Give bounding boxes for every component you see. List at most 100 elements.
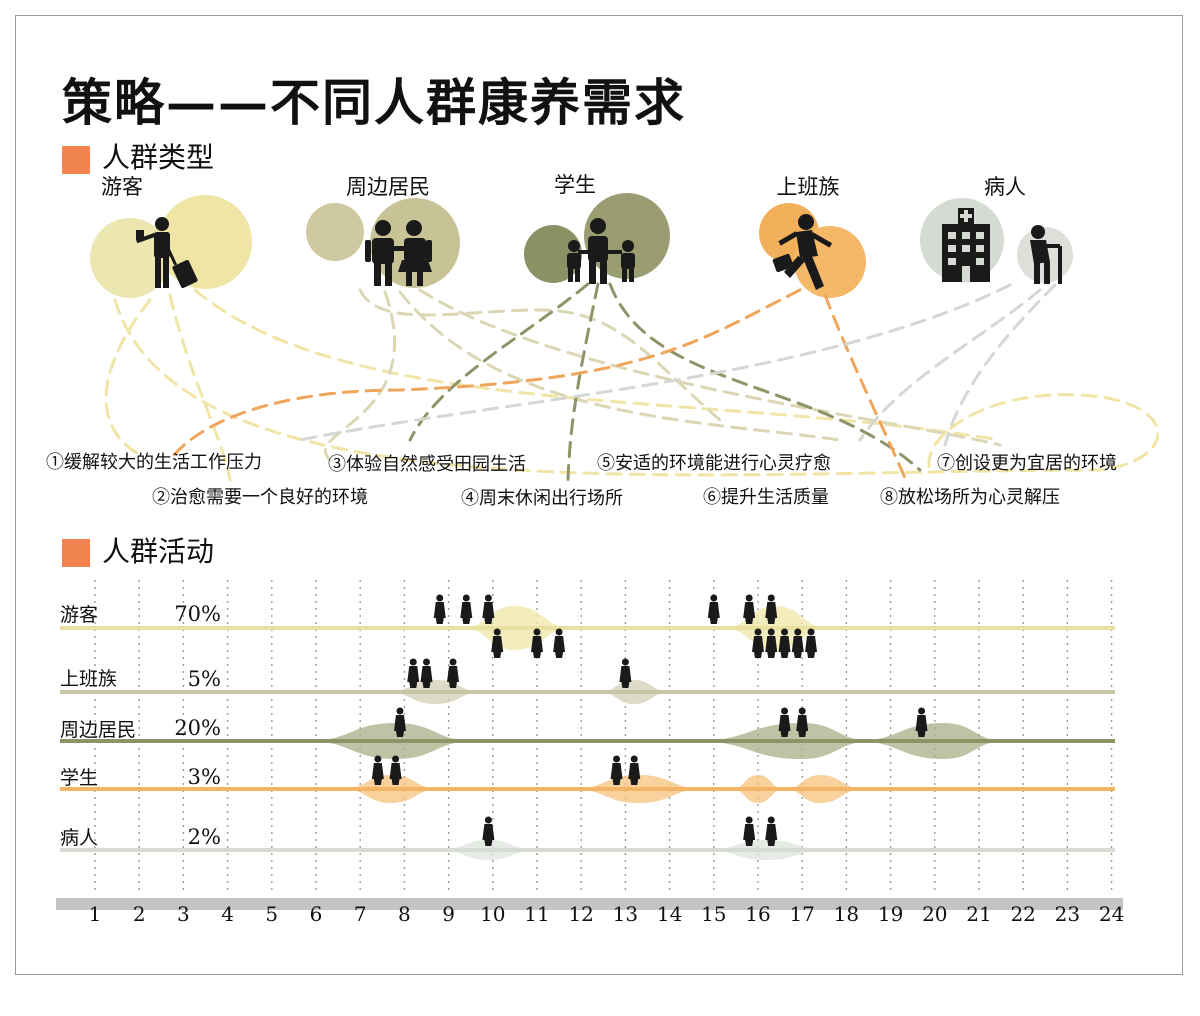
person-silhouette-icon — [805, 628, 818, 658]
link-patients-need7 — [943, 283, 1057, 447]
hour-label-1: 1 — [88, 902, 102, 926]
group-label-workers: 上班族 — [776, 175, 840, 199]
group-label-students: 学生 — [554, 173, 596, 197]
hour-label-9: 9 — [442, 902, 455, 926]
person-silhouette-icon — [743, 816, 756, 846]
outer-frame — [15, 15, 1183, 975]
hour-label-6: 6 — [309, 902, 323, 926]
hour-label-24: 24 — [1098, 902, 1125, 926]
need-8: ⑧放松场所为心灵解压 — [880, 487, 1060, 508]
link-residents-need3 — [323, 290, 396, 462]
row-pct-workers: 5% — [187, 667, 221, 691]
person-silhouette-icon — [393, 707, 406, 737]
row-name-tourist: 游客 — [60, 604, 99, 626]
hour-axis-bar — [56, 898, 1123, 910]
hour-label-22: 22 — [1010, 902, 1036, 926]
hour-label-4: 4 — [221, 902, 234, 926]
group-label-tourist: 游客 — [101, 175, 143, 199]
person-silhouette-icon — [371, 755, 384, 785]
person-silhouette-icon — [796, 707, 809, 737]
link-residents-need6 — [358, 288, 722, 422]
need-1: ①缓解较大的生活工作压力 — [46, 452, 262, 473]
row-name-patients: 病人 — [60, 827, 99, 849]
section-marker-types — [62, 146, 90, 174]
link-students-need4 — [566, 282, 600, 482]
row-name-students: 学生 — [60, 767, 99, 789]
person-silhouette-icon — [389, 755, 402, 785]
person-silhouette-icon — [407, 658, 420, 688]
link-residents-need5 — [398, 290, 842, 442]
hour-label-13: 13 — [612, 902, 639, 926]
group-label-residents: 周边居民 — [346, 175, 430, 199]
person-silhouette-icon — [778, 628, 791, 658]
tourist-with-luggage-icon — [135, 217, 198, 289]
row-name-workers: 上班族 — [60, 668, 118, 690]
link-patients-need2 — [298, 283, 1012, 442]
person-silhouette-icon — [778, 707, 791, 737]
hour-label-16: 16 — [745, 902, 771, 926]
person-silhouette-icon — [765, 628, 778, 658]
person-silhouette-icon — [619, 658, 632, 688]
person-silhouette-icon — [531, 628, 543, 658]
person-silhouette-icon — [460, 594, 473, 624]
need-3: ③体验自然感受田园生活 — [328, 454, 526, 475]
hour-label-7: 7 — [353, 902, 367, 926]
need-6: ⑥提升生活质量 — [703, 487, 829, 508]
needs-link-diagram — [90, 193, 1159, 482]
row-pct-residents: 20% — [174, 716, 221, 740]
hour-label-23: 23 — [1054, 902, 1081, 926]
hour-label-5: 5 — [265, 902, 279, 926]
group-label-patients: 病人 — [984, 175, 1026, 199]
page-title: 策略——不同人群康养需求 — [62, 73, 686, 132]
hour-label-17: 17 — [789, 902, 815, 926]
person-silhouette-icon — [915, 707, 928, 737]
hour-label-14: 14 — [656, 902, 683, 926]
link-workers-need8 — [823, 293, 907, 480]
person-silhouette-icon — [765, 816, 778, 846]
link-tourist-need2 — [168, 293, 232, 482]
link-tourist-need1 — [104, 298, 152, 457]
section-title-activity: 人群活动 — [102, 535, 215, 568]
need-4: ④周末休闲出行场所 — [461, 488, 623, 509]
person-silhouette-icon — [752, 628, 764, 658]
person-silhouette-icon — [610, 755, 623, 785]
running-with-briefcase-icon — [772, 214, 833, 290]
person-silhouette-icon — [628, 755, 641, 785]
need-7: ⑦创设更为宜居的环境 — [937, 453, 1117, 474]
link-residents-need7 — [418, 288, 1002, 447]
couple-icon — [365, 220, 432, 286]
link-tourist-need8 — [113, 298, 1159, 477]
hour-label-19: 19 — [877, 902, 904, 926]
residents-circle-a — [306, 203, 364, 261]
hour-label-15: 15 — [701, 902, 727, 926]
person-silhouette-icon — [707, 594, 720, 624]
person-silhouette-icon — [553, 628, 566, 658]
need-5: ⑤安适的环境能进行心灵疗愈 — [597, 453, 831, 474]
person-silhouette-icon — [420, 658, 433, 688]
person-silhouette-icon — [491, 628, 504, 658]
hour-label-20: 20 — [922, 902, 948, 926]
need-2: ②治愈需要一个良好的环境 — [152, 487, 368, 508]
section-title-types: 人群类型 — [102, 141, 215, 174]
link-workers-need1 — [168, 288, 802, 462]
person-silhouette-icon — [743, 594, 756, 624]
person-silhouette-icon — [447, 658, 460, 688]
students-circle-a — [524, 225, 582, 283]
hospital-and-elderly-icon — [942, 208, 1062, 284]
hour-label-11: 11 — [524, 902, 550, 926]
hour-label-8: 8 — [398, 902, 411, 926]
hour-label-12: 12 — [568, 902, 594, 926]
hour-label-10: 10 — [480, 902, 506, 926]
hour-label-18: 18 — [833, 902, 860, 926]
family-with-children-icon — [567, 218, 635, 284]
link-patients-need5 — [858, 288, 1042, 442]
hour-label-3: 3 — [177, 902, 190, 926]
section-marker-activity — [62, 539, 90, 567]
row-pct-patients: 2% — [187, 825, 221, 849]
person-silhouette-icon — [791, 628, 804, 658]
person-silhouette-icon — [433, 594, 446, 624]
row-pct-tourist: 70% — [174, 602, 221, 626]
person-silhouette-icon — [482, 594, 495, 624]
link-students-need8 — [608, 282, 922, 472]
hour-label-2: 2 — [132, 902, 146, 926]
